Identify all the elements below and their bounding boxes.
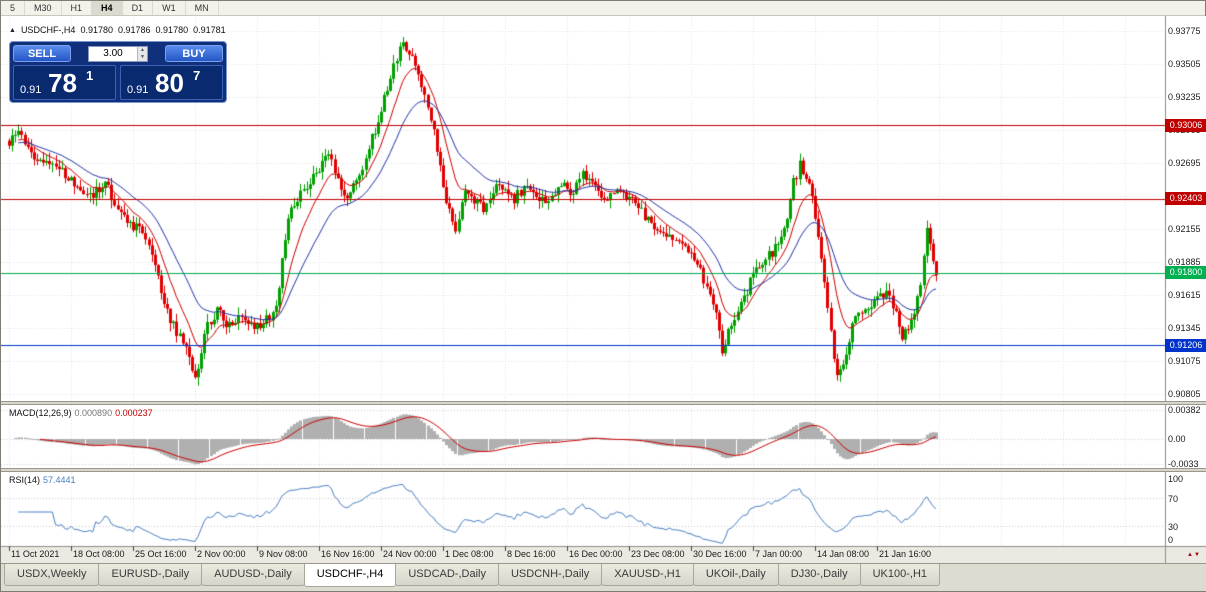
volume-value: 3.00 — [103, 47, 123, 59]
time-axis-label: 16 Dec 00:00 — [569, 549, 623, 559]
ohlc-high: 0.91786 — [118, 25, 151, 35]
chart-tab-bar: USDX,Weekly EURUSD-,Daily AUDUSD-,Daily USD… — [1, 563, 1206, 591]
price-axis-tick: 0.92155 — [1168, 224, 1201, 235]
macd-value-main: 0.000890 — [74, 408, 113, 418]
rsi-indicator-label: RSI(14) 57.4441 — [9, 475, 79, 485]
buy-button[interactable]: BUY — [165, 45, 223, 62]
time-axis-label: 7 Jan 00:00 — [755, 549, 803, 559]
time-axis-label: 18 Oct 08:00 — [73, 549, 125, 559]
time-axis-label: 9 Nov 08:00 — [259, 549, 308, 559]
timeframe-button-mn[interactable]: MN — [186, 1, 219, 15]
price-axis-tick: 0.92695 — [1168, 158, 1201, 169]
ohlc-close: 0.91781 — [193, 25, 226, 35]
ohlc-open: 0.91780 — [80, 25, 113, 35]
chart-tab-usdchf-h4[interactable]: USDCHF-,H4 — [303, 564, 397, 587]
macd-axis-label: 0.00382 — [1168, 405, 1201, 416]
bid-price-sup: 1 — [86, 68, 94, 83]
bid-price-prefix: 0.91 — [20, 84, 42, 96]
volume-increase-icon[interactable]: ▲ — [138, 46, 147, 54]
ask-price-big: 80 — [155, 68, 184, 98]
ask-price-sup: 7 — [193, 68, 201, 83]
time-axis-label: 14 Jan 08:00 — [817, 549, 870, 559]
timeframe-button-m30[interactable]: M30 — [25, 1, 62, 15]
macd-name: MACD(12,26,9) — [9, 408, 72, 418]
rsi-axis-label: 30 — [1168, 521, 1179, 532]
trade-panel-top-row: SELL 3.00 ▲ ▼ BUY — [13, 45, 223, 62]
time-axis-label: 8 Dec 16:00 — [507, 549, 556, 559]
chart-tab-xauusd-h1[interactable]: XAUUSD-,H1 — [601, 564, 694, 586]
chart-tab-audusd-daily[interactable]: AUDUSD-,Daily — [201, 564, 305, 586]
time-axis-label: 16 Nov 16:00 — [321, 549, 375, 559]
macd-axis-label: 0.00 — [1168, 434, 1186, 444]
trade-panel-price-row: 0.91 78 1 0.91 80 7 — [13, 65, 223, 100]
timeframe-button-h1[interactable]: H1 — [62, 1, 93, 15]
price-axis-tick: 0.93775 — [1168, 26, 1201, 37]
price-axis-tick: 0.93505 — [1168, 59, 1201, 70]
timeframe-button-w1[interactable]: W1 — [153, 1, 186, 15]
time-axis-label: 24 Nov 00:00 — [383, 549, 437, 559]
price-axis-tick: 0.91615 — [1168, 290, 1201, 301]
chart-tab-ukoil-daily[interactable]: UKOil-,Daily — [692, 564, 779, 586]
price-axis-tick: 0.91885 — [1168, 257, 1201, 268]
price-axis-tick: 0.90805 — [1168, 389, 1201, 400]
ohlc-low: 0.91780 — [155, 25, 189, 35]
price-level-badge: 0.92403 — [1165, 192, 1206, 206]
time-axis-label: 21 Jan 16:00 — [879, 549, 932, 559]
price-level-badge: 0.91800 — [1165, 266, 1206, 280]
macd-value-signal: 0.000237 — [115, 408, 153, 418]
price-axis-tick: 0.93235 — [1168, 92, 1201, 103]
rsi-axis-label: 70 — [1168, 494, 1179, 505]
timeframe-button-d1[interactable]: D1 — [123, 1, 154, 15]
time-scale-markers[interactable]: ▲▼ — [1187, 552, 1201, 558]
scroll-up-icon[interactable]: ▲ — [1187, 552, 1194, 558]
bid-price-big: 78 — [48, 68, 77, 98]
timeframe-button-5[interactable]: 5 — [1, 1, 26, 15]
scroll-down-icon[interactable]: ▼ — [1193, 552, 1201, 558]
chart-tab-usdcnh-daily[interactable]: USDCNH-,Daily — [497, 564, 603, 586]
ask-price-display: 0.91 80 7 — [120, 65, 223, 100]
rsi-value: 57.4441 — [43, 475, 76, 485]
bid-price-display: 0.91 78 1 — [13, 65, 116, 100]
chart-tab-uk100-h1[interactable]: UK100-,H1 — [859, 564, 941, 586]
pane-splitter-macd[interactable] — [1, 401, 1206, 405]
time-axis-label: 2 Nov 00:00 — [197, 549, 246, 559]
one-click-trading-panel: SELL 3.00 ▲ ▼ BUY 0.91 78 1 0.91 80 7 — [9, 41, 227, 103]
time-axis-label: 11 Oct 2021 — [11, 549, 60, 559]
ask-price-prefix: 0.91 — [127, 84, 149, 96]
time-axis-label: 30 Dec 16:00 — [693, 549, 747, 559]
macd-indicator-label: MACD(12,26,9) 0.000890 0.000237 — [9, 408, 156, 418]
price-axis-tick: 0.91345 — [1168, 323, 1201, 334]
price-level-badge: 0.91206 — [1165, 338, 1206, 352]
volume-input[interactable]: 3.00 ▲ ▼ — [88, 45, 148, 62]
time-axis-label: 23 Dec 08:00 — [631, 549, 685, 559]
timeframe-toolbar: 5 M30 H1 H4 D1 W1 MN — [1, 1, 1205, 16]
macd-axis-label: -0.0033 — [1168, 458, 1199, 469]
chart-tab-usdx-weekly[interactable]: USDX,Weekly — [4, 564, 100, 586]
pane-splitter-rsi[interactable] — [1, 468, 1206, 472]
price-axis-tick: 0.91075 — [1168, 356, 1201, 367]
chart-tab-usdcad-daily[interactable]: USDCAD-,Daily — [395, 564, 499, 586]
sell-button[interactable]: SELL — [13, 45, 71, 62]
time-axis-label: 25 Oct 16:00 — [135, 549, 187, 559]
timeframe-button-h4[interactable]: H4 — [92, 1, 123, 15]
chart-tab-dj30-daily[interactable]: DJ30-,Daily — [777, 564, 861, 586]
chart-ohlc-label: ▲ USDCHF-,H4 0.91780 0.91786 0.91780 0.9… — [9, 25, 226, 35]
one-click-trading-toggle-icon[interactable]: ▲ — [9, 26, 16, 34]
chart-tab-eurusd-daily[interactable]: EURUSD-,Daily — [98, 564, 203, 586]
rsi-axis-label: 100 — [1168, 474, 1184, 484]
time-axis-label: 1 Dec 08:00 — [445, 549, 494, 559]
rsi-name: RSI(14) — [9, 475, 41, 485]
volume-decrease-icon[interactable]: ▼ — [138, 53, 147, 61]
volume-stepper: ▲ ▼ — [137, 46, 147, 61]
chart-symbol-label: USDCHF-,H4 — [20, 25, 76, 35]
price-level-badge: 0.93006 — [1165, 118, 1206, 132]
rsi-axis-label: 0 — [1168, 535, 1174, 545]
